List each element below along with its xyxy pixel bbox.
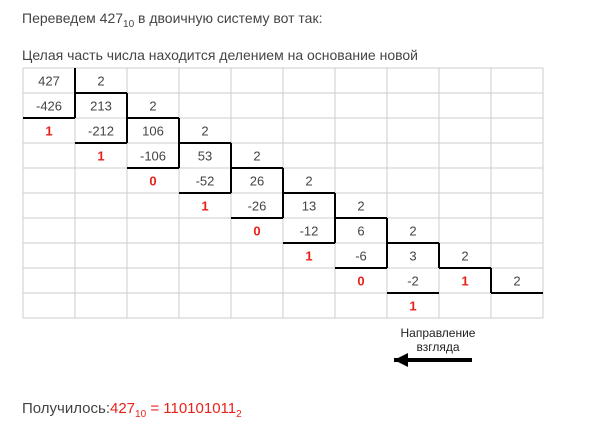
- cell: -6: [355, 249, 367, 264]
- remainder: 1: [201, 199, 208, 214]
- result: Получилось:42710 = 1101010112: [22, 400, 242, 420]
- remainder: 1: [305, 249, 312, 264]
- remainder: 0: [253, 224, 260, 239]
- remainder: 0: [149, 174, 156, 189]
- cell: 53: [198, 149, 212, 164]
- intro-text: в двоичную систему вот так:: [138, 10, 323, 26]
- result-binary: 110101011: [163, 400, 237, 417]
- cell: 6: [357, 224, 364, 239]
- cell: 26: [250, 174, 264, 189]
- result-base: 10: [135, 409, 147, 420]
- cell: 106: [142, 124, 164, 139]
- remainder: 1: [45, 124, 52, 139]
- cell: 2: [409, 224, 416, 239]
- result-label: Получилось:: [22, 400, 110, 417]
- cell: -26: [248, 199, 267, 214]
- cell: 2: [149, 99, 156, 114]
- cell: -2: [407, 274, 419, 289]
- remainder: 0: [357, 274, 364, 289]
- cell: 2: [513, 274, 520, 289]
- remainder: 1: [409, 299, 416, 314]
- cell: 2: [305, 174, 312, 189]
- result-equals: =: [150, 400, 160, 417]
- cell: 427: [38, 74, 60, 89]
- cell: -212: [88, 124, 114, 139]
- intro-number: 427: [99, 10, 124, 26]
- subtitle: Целая часть числа находится делением на …: [22, 47, 418, 63]
- remainder: 1: [461, 274, 468, 289]
- cell: -106: [140, 149, 166, 164]
- annotation: Направление: [401, 326, 476, 340]
- result-number: 427: [110, 400, 136, 417]
- cell: 13: [302, 199, 316, 214]
- annotation: взгляда: [416, 340, 459, 354]
- remainder: 1: [97, 149, 104, 164]
- intro: Переведем 42710 в двоичную систему вот т…: [22, 10, 322, 30]
- cell: -426: [36, 99, 62, 114]
- cell: 3: [409, 249, 416, 264]
- arrow-head: [394, 353, 408, 367]
- cell: 2: [97, 74, 104, 89]
- cell: 2: [253, 149, 260, 164]
- cell: 2: [357, 199, 364, 214]
- cell: -12: [300, 224, 319, 239]
- intro-text: Переведем: [22, 10, 96, 26]
- cell: -52: [196, 174, 215, 189]
- cell: 2: [201, 124, 208, 139]
- result-binary-base: 2: [236, 409, 242, 420]
- intro-base: 10: [123, 18, 135, 30]
- cell: 213: [90, 99, 112, 114]
- cell: 2: [461, 249, 468, 264]
